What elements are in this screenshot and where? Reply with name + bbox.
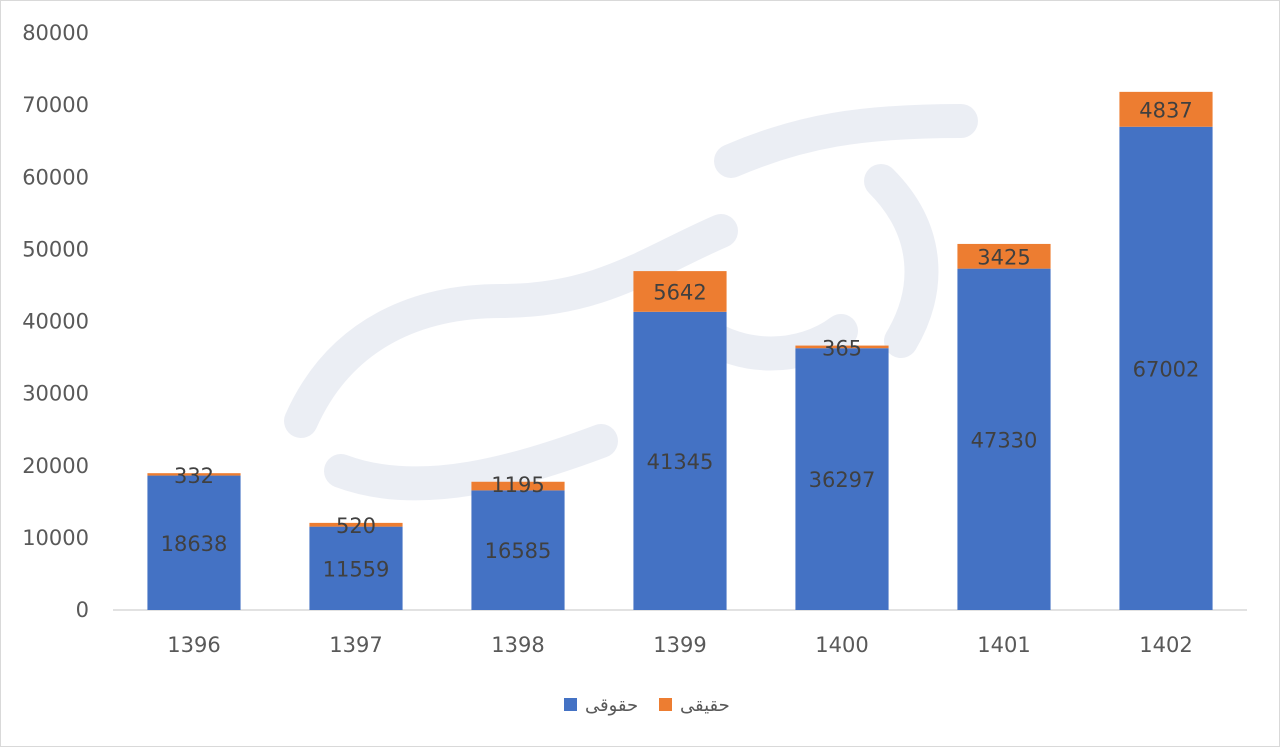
y-tick-label: 10000 bbox=[22, 526, 89, 550]
x-tick-label: 1398 bbox=[491, 633, 544, 657]
data-label: 332 bbox=[174, 464, 214, 488]
y-axis: 0 10000 20000 30000 40000 50000 60000 70000 8000… bbox=[22, 21, 89, 622]
legend: حقوقی حقیقی bbox=[564, 695, 730, 716]
data-label: 41345 bbox=[647, 450, 714, 474]
bar-series1-1402 bbox=[1119, 126, 1213, 610]
data-label: 5642 bbox=[653, 280, 706, 304]
x-tick-label: 1400 bbox=[815, 633, 868, 657]
legend-label: حقوقی bbox=[585, 695, 638, 716]
x-tick-label: 1402 bbox=[1139, 633, 1192, 657]
data-label: 520 bbox=[336, 514, 376, 538]
x-tick-label: 1397 bbox=[329, 633, 382, 657]
y-tick-label: 60000 bbox=[22, 165, 89, 189]
data-label: 16585 bbox=[485, 539, 552, 563]
y-tick-label: 80000 bbox=[22, 21, 89, 45]
y-tick-label: 20000 bbox=[22, 454, 89, 478]
bar-series1-1397 bbox=[309, 526, 403, 610]
legend-swatch bbox=[659, 698, 672, 711]
data-label: 47330 bbox=[971, 428, 1038, 452]
x-tick-label: 1401 bbox=[977, 633, 1030, 657]
y-tick-label: 70000 bbox=[22, 93, 89, 117]
bar-series2-1401 bbox=[957, 243, 1051, 269]
bar-series2-1402 bbox=[1119, 91, 1213, 127]
x-tick-label: 1396 bbox=[167, 633, 220, 657]
data-label: 3425 bbox=[977, 245, 1030, 269]
y-tick-label: 50000 bbox=[22, 237, 89, 261]
bar-series2-1396 bbox=[147, 473, 241, 476]
data-label: 1195 bbox=[491, 473, 544, 497]
data-label: 36297 bbox=[809, 468, 876, 492]
x-tick-label: 1399 bbox=[653, 633, 706, 657]
bar-series1-1399 bbox=[633, 311, 727, 610]
data-label: 4837 bbox=[1139, 98, 1192, 122]
bar-series2-1400 bbox=[795, 345, 889, 349]
y-tick-label: 0 bbox=[76, 598, 89, 622]
y-tick-label: 30000 bbox=[22, 382, 89, 406]
bars: 18638 332 11559 520 16585 1195 41345 5642 36297 3… bbox=[147, 91, 1213, 610]
data-label: 18638 bbox=[161, 532, 228, 556]
bar-series1-1398 bbox=[471, 490, 565, 610]
bar-series1-1400 bbox=[795, 348, 889, 610]
x-axis: 1396 1397 1398 1399 1400 1401 1402 bbox=[167, 633, 1192, 657]
data-label: 365 bbox=[822, 337, 862, 361]
legend-swatch bbox=[564, 698, 577, 711]
legend-label: حقیقی bbox=[680, 695, 730, 716]
data-label: 67002 bbox=[1133, 357, 1200, 381]
bar-series1-1396 bbox=[147, 475, 241, 610]
y-tick-label: 40000 bbox=[22, 310, 89, 334]
bar-series2-1399 bbox=[633, 271, 727, 312]
bar-series1-1401 bbox=[957, 268, 1051, 610]
bar-series2-1397 bbox=[309, 522, 403, 527]
data-label: 11559 bbox=[323, 557, 390, 581]
bar-series2-1398 bbox=[471, 481, 565, 491]
